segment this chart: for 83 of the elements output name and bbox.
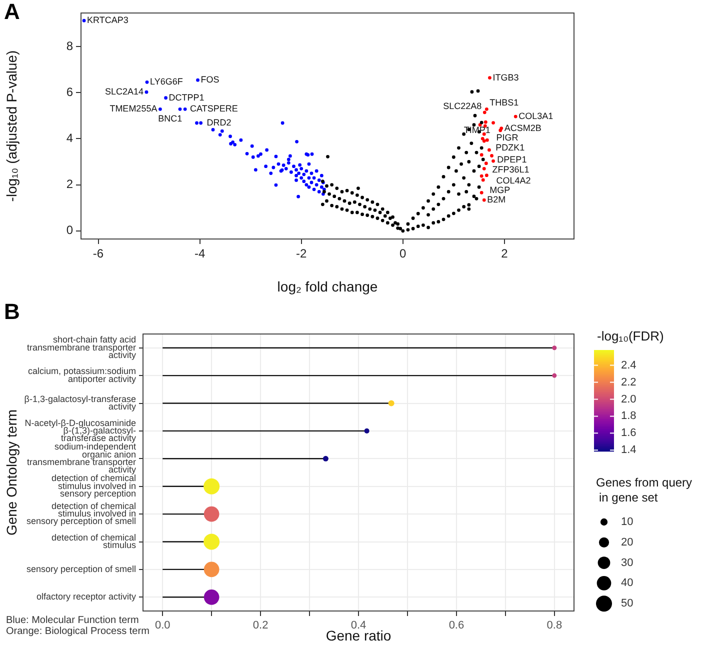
annotation: KRTCAP3 — [87, 15, 128, 26]
annotation: MGP — [490, 184, 510, 195]
x-axis-title: log₂ fold change — [277, 278, 378, 294]
y-tick-label: 8 — [66, 38, 74, 53]
point — [482, 198, 486, 202]
y-tick-label: sensory perception of smell — [26, 564, 136, 574]
point — [488, 76, 492, 80]
point — [485, 138, 489, 142]
annotation: COL4A2 — [496, 176, 531, 186]
point — [492, 159, 495, 163]
annotation: TMEM255A — [110, 104, 158, 114]
y-axis-title: Gene Ontology term — [3, 409, 20, 536]
annotation: ACSM2B — [504, 122, 542, 133]
x-tick-label: -4 — [194, 246, 206, 261]
x-tick-label: 0.6 — [448, 620, 464, 632]
annotation: CATSPERE — [190, 104, 238, 114]
y-axis-title: -log₁₀ (adjusted P-value) — [3, 50, 20, 202]
annotation: DRD2 — [206, 117, 232, 128]
y-tick-label: detection of chemical stimulus involved in sensory perception — [51, 473, 136, 498]
point — [484, 162, 488, 166]
y-tick-label: 4 — [66, 130, 74, 145]
chart-title: B — [4, 299, 20, 324]
y-tick-label: detection of chemical stimulus — [51, 532, 136, 550]
color-bar-label: 1.4 — [621, 444, 636, 456]
annotation: COL3A1 — [518, 111, 554, 122]
legend-title: Genes from query in gene set — [596, 475, 692, 504]
point — [492, 121, 495, 124]
annotation: SLC22A8 — [443, 100, 482, 111]
point — [482, 166, 486, 170]
point — [482, 110, 486, 114]
x-tick-label: 2 — [501, 246, 508, 261]
x-tick-label: 0.0 — [154, 620, 170, 632]
y-tick-label: 6 — [66, 84, 74, 99]
x-tick-label: 0 — [400, 246, 407, 261]
y-tick-label: calcium, potassium:sodium antiporter activity — [28, 366, 136, 384]
legend-label: 30 — [621, 556, 634, 569]
annotation: ZFP36L1 — [492, 164, 530, 174]
color-bar-title: -log₁₀(FDR) — [597, 328, 664, 344]
x-tick-label: 0.8 — [546, 620, 562, 632]
annotation: B2M — [487, 194, 506, 205]
x-tick-label: -6 — [92, 246, 104, 261]
y-tick-label: short-chain fatty acid transmembrane transporter activity — [26, 334, 136, 360]
annotation: DCTPP1 — [168, 92, 204, 102]
y-tick-label: detection of chemical stimulus involved in sensory perception of smell — [26, 500, 136, 526]
legend-label: 50 — [621, 598, 634, 610]
color-bar-label: 1.8 — [621, 410, 636, 422]
point — [480, 136, 484, 140]
color-bar-label: 2.2 — [621, 376, 636, 388]
point — [480, 174, 484, 178]
annotation: BNC1 — [158, 114, 182, 124]
text: Orange: Biological Process term — [6, 626, 150, 637]
point — [480, 153, 484, 157]
annotation: ITGB3 — [492, 72, 519, 82]
annotation: FOS — [200, 74, 220, 85]
annotation: SLC2A14 — [104, 86, 144, 97]
x-tick-label: -2 — [296, 246, 308, 261]
x-tick-label: 0.2 — [252, 620, 268, 632]
annotation: PIGR — [496, 132, 519, 142]
chart-title: A — [4, 0, 20, 24]
point — [480, 190, 484, 194]
point — [484, 174, 488, 178]
color-bar-label: 1.6 — [621, 427, 636, 440]
color-bar-label: 2.4 — [621, 359, 636, 372]
y-tick-label: olfactory receptor activity — [36, 592, 136, 602]
annotation: LY6G6F — [150, 76, 184, 87]
annotation: DPEP1 — [497, 154, 527, 165]
point — [481, 178, 485, 182]
point — [484, 120, 488, 124]
annotation: THBS1 — [490, 98, 519, 108]
point — [488, 148, 491, 152]
point — [498, 128, 502, 132]
point — [490, 154, 494, 158]
y-tick-label: β-1,3-galactosyl-transferase activity — [24, 394, 136, 412]
legend-label: 10 — [621, 516, 634, 528]
annotation: PDZK1 — [496, 142, 525, 153]
text: Blue: Molecular Function term — [6, 614, 139, 626]
y-tick-label: 2 — [66, 177, 74, 192]
legend-label: 40 — [621, 577, 634, 590]
point — [484, 107, 488, 111]
legend-label: 20 — [621, 536, 634, 548]
point — [514, 114, 518, 118]
y-tick-label: 0 — [66, 223, 74, 238]
color-bar-label: 2.0 — [621, 393, 636, 406]
